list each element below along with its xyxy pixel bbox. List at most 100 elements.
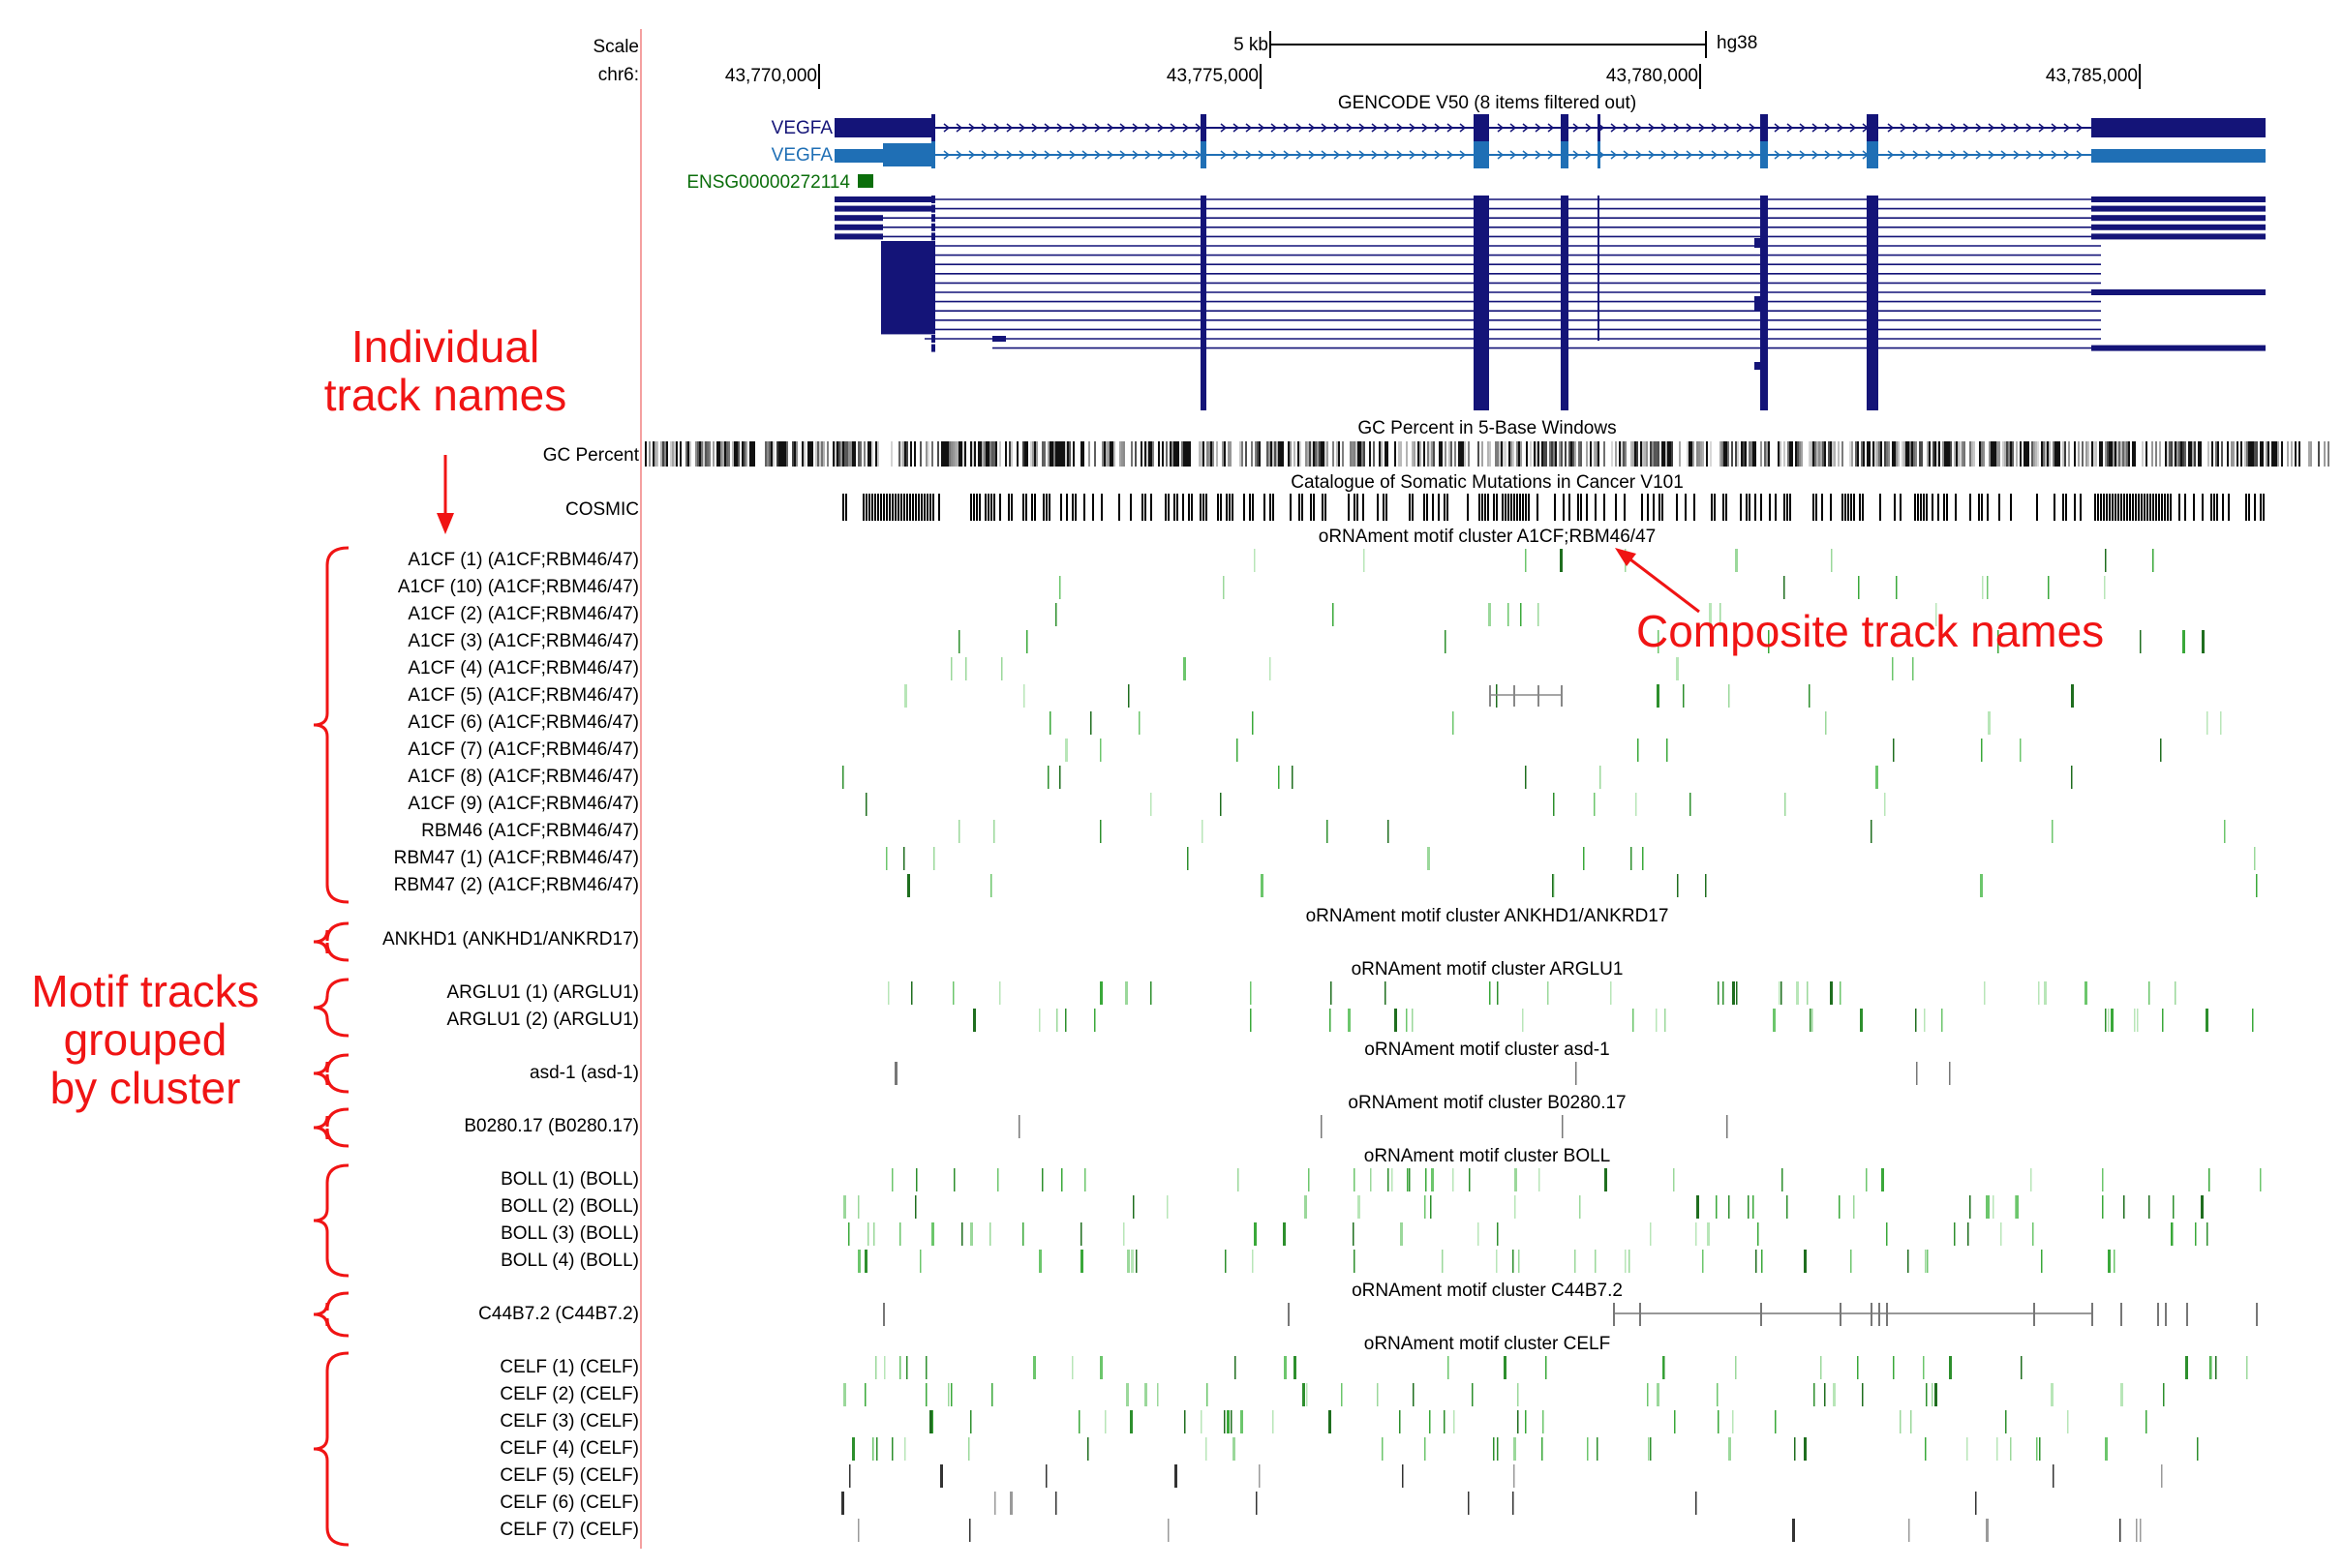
track-label[interactable]: CELF (6) (CELF) — [500, 1493, 639, 1513]
cosmic-bars — [842, 494, 2265, 521]
gc-bar — [2085, 441, 2087, 467]
gc-bar — [1530, 441, 1532, 467]
track-label[interactable]: RBM47 (1) (A1CF;RBM46/47) — [394, 848, 639, 868]
track-label[interactable]: BOLL (3) (BOLL) — [501, 1223, 639, 1244]
motif-hit — [1663, 1356, 1665, 1379]
gc-bar — [2128, 441, 2130, 467]
gc-bar — [1359, 441, 1361, 467]
gc-bar — [837, 441, 838, 467]
gene-label-vegfa[interactable]: VEGFA — [772, 118, 834, 138]
gc-bar — [2328, 441, 2329, 467]
gc-bar — [645, 441, 647, 467]
motif-hit — [1912, 657, 1914, 680]
gc-percent-track[interactable]: GC Percent GC Percent in 5-Base Windows — [543, 418, 2329, 467]
track-label[interactable]: RBM47 (2) (A1CF;RBM46/47) — [394, 875, 639, 895]
gc-bar — [2260, 441, 2262, 467]
composite-track-title[interactable]: oRNAment motif cluster BOLL — [1364, 1146, 1610, 1166]
track-label[interactable]: A1CF (3) (A1CF;RBM46/47) — [408, 631, 639, 651]
cosmic-mark — [898, 494, 899, 521]
track-label[interactable]: CELF (7) (CELF) — [500, 1520, 639, 1540]
composite-track-title[interactable]: oRNAment motif cluster ANKHD1/ANKRD17 — [1306, 906, 1669, 926]
gencode-track[interactable]: GENCODE V50 (8 items filtered out) VEGFA… — [686, 93, 2266, 410]
track-label[interactable]: BOLL (1) (BOLL) — [501, 1169, 639, 1190]
motif-hit — [2171, 1222, 2173, 1246]
gc-bar — [951, 441, 953, 467]
gc-bar — [769, 441, 771, 467]
intron-arrow — [1585, 150, 1593, 160]
feature-tick — [2165, 1303, 2167, 1326]
cosmic-track[interactable]: COSMIC Catalogue of Somatic Mutations in… — [565, 472, 2265, 521]
composite-track-title[interactable]: oRNAment motif cluster ARGLU1 — [1352, 959, 1624, 980]
track-label[interactable]: ARGLU1 (1) (ARGLU1) — [447, 982, 640, 1003]
track-label[interactable]: A1CF (7) (A1CF;RBM46/47) — [408, 739, 639, 760]
gc-bar — [2115, 441, 2116, 467]
motif-hit — [2015, 1195, 2017, 1219]
motif-hit — [1100, 981, 1103, 1005]
track-label[interactable]: ARGLU1 (2) (ARGLU1) — [447, 1010, 640, 1030]
intron-arrow — [1044, 150, 1051, 160]
track-label[interactable]: C44B7.2 (C44B7.2) — [478, 1304, 639, 1324]
cosmic-mark — [1563, 494, 1565, 521]
track-label[interactable]: A1CF (4) (A1CF;RBM46/47) — [408, 658, 639, 678]
composite-track-title[interactable]: oRNAment motif cluster CELF — [1364, 1334, 1610, 1354]
cosmic-mark — [1658, 494, 1660, 521]
motif-hit — [1256, 1492, 1258, 1515]
track-label[interactable]: A1CF (8) (A1CF;RBM46/47) — [408, 767, 639, 787]
gc-bar — [2190, 441, 2192, 467]
gc-bar — [910, 441, 912, 467]
composite-track-title[interactable]: oRNAment motif cluster B0280.17 — [1348, 1093, 1626, 1113]
ensg-gene-block[interactable] — [858, 174, 873, 188]
track-label[interactable]: CELF (4) (CELF) — [500, 1438, 639, 1459]
gene-model-vegfa[interactable] — [835, 114, 2266, 141]
track-label[interactable]: A1CF (5) (A1CF;RBM46/47) — [408, 685, 639, 706]
motif-hit — [1272, 1410, 1274, 1433]
gc-bar — [835, 441, 837, 467]
gc-bar — [2231, 441, 2233, 467]
gc-bar — [1797, 441, 1799, 467]
cosmic-label[interactable]: COSMIC — [565, 499, 639, 520]
gc-bar — [1119, 441, 1121, 467]
gc-bar — [1721, 441, 1723, 467]
intron-arrow — [1635, 150, 1643, 160]
track-label[interactable]: B0280.17 (B0280.17) — [464, 1116, 639, 1136]
transcript-models[interactable] — [835, 196, 2266, 410]
motif-hit — [1807, 981, 1809, 1005]
gc-bar — [2250, 441, 2252, 467]
gc-bar — [1810, 441, 1812, 467]
gene-label-vegfa-alt[interactable]: VEGFA — [772, 145, 834, 166]
gc-bar — [1723, 441, 1725, 467]
gc-bar — [2254, 441, 2256, 467]
track-label[interactable]: BOLL (4) (BOLL) — [501, 1251, 639, 1271]
track-label[interactable]: A1CF (9) (A1CF;RBM46/47) — [408, 794, 639, 814]
gc-bar — [1276, 441, 1278, 467]
track-label[interactable]: CELF (3) (CELF) — [500, 1411, 639, 1432]
track-label[interactable]: A1CF (1) (A1CF;RBM46/47) — [408, 550, 639, 570]
composite-track-title[interactable]: oRNAment motif cluster asd-1 — [1364, 1040, 1609, 1060]
gene-model-vegfa-alt[interactable] — [835, 141, 2266, 168]
gc-bar — [1036, 441, 1038, 467]
gc-bar — [1135, 441, 1137, 467]
track-label[interactable]: A1CF (6) (A1CF;RBM46/47) — [408, 712, 639, 733]
composite-track-title[interactable]: oRNAment motif cluster A1CF;RBM46/47 — [1319, 527, 1656, 547]
gc-percent-label[interactable]: GC Percent — [543, 445, 640, 466]
gene-label-ensg[interactable]: ENSG00000272114 — [686, 172, 850, 193]
track-label[interactable]: CELF (2) (CELF) — [500, 1384, 639, 1404]
track-label[interactable]: asd-1 (asd-1) — [530, 1063, 639, 1083]
intron-arrow — [1937, 150, 1945, 160]
track-label[interactable]: A1CF (10) (A1CF;RBM46/47) — [398, 577, 639, 597]
track-label[interactable]: ANKHD1 (ANKHD1/ANKRD17) — [382, 929, 639, 950]
track-label[interactable]: RBM46 (A1CF;RBM46/47) — [421, 821, 639, 841]
track-label[interactable]: A1CF (2) (A1CF;RBM46/47) — [408, 604, 639, 624]
motif-hit — [1341, 1383, 1343, 1406]
gc-bar — [782, 441, 784, 467]
track-label[interactable]: CELF (5) (CELF) — [500, 1465, 639, 1486]
gc-bar — [1824, 441, 1826, 467]
track-label[interactable]: CELF (1) (CELF) — [500, 1357, 639, 1377]
gc-bar — [1505, 441, 1506, 467]
motif-hit — [2041, 1250, 2043, 1273]
composite-track-title[interactable]: oRNAment motif cluster C44B7.2 — [1352, 1281, 1623, 1301]
motif-hit — [1993, 1195, 1994, 1219]
intron-arrow — [1409, 123, 1416, 133]
track-label[interactable]: BOLL (2) (BOLL) — [501, 1196, 639, 1217]
cosmic-mark — [1205, 494, 1207, 521]
